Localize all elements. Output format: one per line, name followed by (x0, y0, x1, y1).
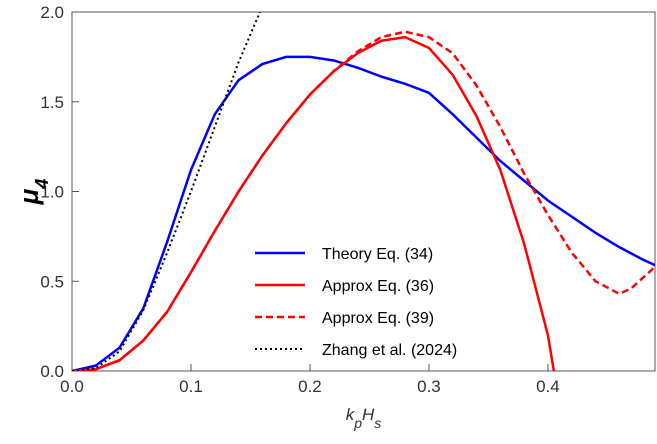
x-axis-label-part: k (346, 405, 356, 424)
y-axis-label-part: μ (14, 188, 44, 205)
y-tick-label: 0.0 (40, 362, 64, 381)
x-tick-label: 0.3 (417, 377, 441, 396)
y-axis-label: μ4 (14, 179, 52, 206)
x-axis-label-part: s (374, 415, 381, 431)
series-line (72, 55, 655, 371)
series-line (72, 35, 556, 371)
y-tick-label: 1.5 (40, 93, 64, 112)
series-line (72, 12, 261, 371)
x-axis-label: kpHs (346, 405, 382, 431)
y-tick-label: 0.5 (40, 272, 64, 291)
legend-label: Approx Eq. (36) (322, 278, 434, 295)
y-tick-label: 1.0 (40, 183, 64, 202)
x-axis-label-part: p (353, 415, 362, 431)
legend-label: Zhang et al. (2024) (322, 342, 457, 359)
series-line (72, 30, 655, 371)
x-tick-label: 0.2 (298, 377, 322, 396)
y-axis-label-part: 4 (32, 179, 52, 190)
legend-label: Approx Eq. (39) (322, 310, 434, 327)
y-tick-label: 2.0 (40, 3, 64, 22)
legend-label: Theory Eq. (34) (322, 246, 433, 263)
x-tick-label: 0.1 (179, 377, 203, 396)
x-tick-label: 0.4 (536, 377, 560, 396)
x-tick-label: 0.0 (60, 377, 84, 396)
x-axis-label-part: H (362, 405, 375, 424)
